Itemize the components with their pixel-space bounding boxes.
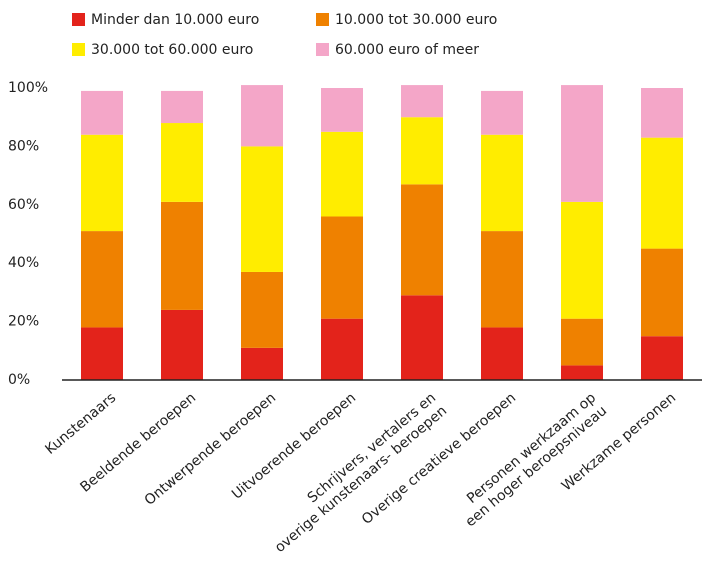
bar-segment [561, 85, 603, 202]
legend-label: 10.000 tot 30.000 euro [335, 12, 497, 28]
y-tick-label: 100% [8, 80, 48, 96]
bar-segment [321, 216, 363, 319]
bar-segment [641, 137, 683, 249]
bar-segment [161, 309, 203, 380]
legend-swatch [72, 43, 85, 56]
legend-label: 60.000 euro of meer [335, 42, 479, 58]
bar-segment [241, 85, 283, 147]
y-tick-label: 0% [8, 372, 30, 388]
legend-swatch [316, 13, 329, 26]
bar-segment [401, 117, 443, 185]
bar-segment [641, 336, 683, 380]
bar-segment [561, 201, 603, 319]
bar-segment [641, 88, 683, 138]
bar-segment [401, 295, 443, 380]
bar-segment [241, 271, 283, 348]
bar-segment [81, 90, 123, 135]
bar-segment [321, 318, 363, 380]
legend-swatch [72, 13, 85, 26]
bar-segment [481, 134, 523, 232]
bar-segment [561, 365, 603, 380]
bar-segment [401, 184, 443, 296]
y-tick-label: 60% [8, 197, 39, 213]
legend-swatch [316, 43, 329, 56]
bar-segment [641, 248, 683, 337]
bar-segment [241, 146, 283, 272]
bar-segment [81, 327, 123, 380]
x-tick-label: Ontwerpende beroepen [142, 390, 279, 509]
y-tick-label: 20% [8, 314, 39, 330]
legend-label: Minder dan 10.000 euro [91, 12, 259, 28]
bar-segment [81, 231, 123, 328]
bar-segment [321, 88, 363, 132]
bar-segment [161, 123, 203, 202]
y-tick-label: 40% [8, 255, 39, 271]
x-tick-label: Kunstenaars [42, 390, 119, 458]
bar-segment [481, 90, 523, 135]
bar-segment [81, 134, 123, 232]
bar-segment [321, 131, 363, 217]
bar-segment [561, 318, 603, 366]
bar-segment [241, 347, 283, 380]
y-tick-label: 80% [8, 138, 39, 154]
bar-segment [161, 90, 203, 124]
bar-segment [401, 85, 443, 118]
bar-segment [481, 327, 523, 380]
legend-label: 30.000 tot 60.000 euro [91, 42, 253, 58]
bar-segment [481, 231, 523, 328]
bar-segment [161, 201, 203, 310]
